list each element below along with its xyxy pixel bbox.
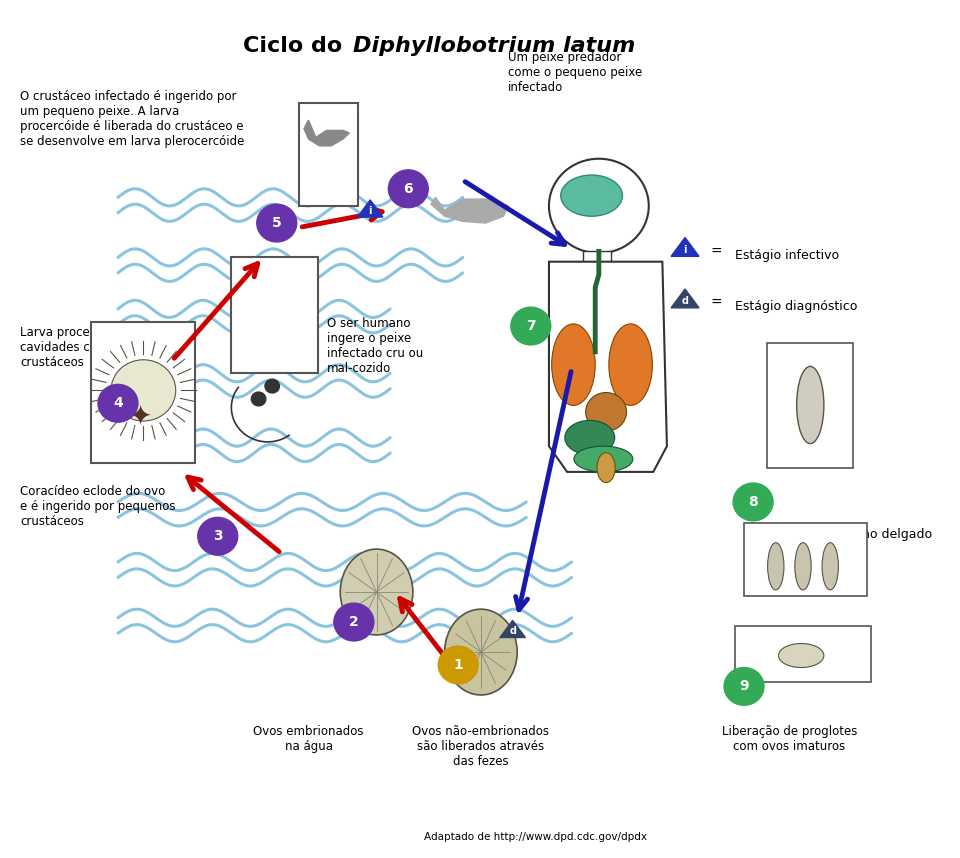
Ellipse shape — [609, 323, 653, 406]
Ellipse shape — [574, 446, 633, 472]
Circle shape — [252, 392, 266, 406]
Polygon shape — [671, 238, 699, 257]
Circle shape — [256, 204, 297, 242]
Text: 3: 3 — [213, 529, 223, 543]
Polygon shape — [357, 200, 383, 217]
Text: 8: 8 — [748, 495, 758, 509]
Bar — [300, 103, 358, 206]
Ellipse shape — [795, 542, 811, 590]
Bar — [91, 322, 195, 463]
Ellipse shape — [444, 609, 517, 695]
Circle shape — [439, 646, 478, 684]
Circle shape — [733, 483, 773, 521]
Circle shape — [389, 170, 428, 208]
Text: Ciclo do: Ciclo do — [244, 36, 350, 56]
Ellipse shape — [564, 420, 614, 455]
Text: 1: 1 — [453, 658, 463, 672]
Text: 5: 5 — [272, 216, 281, 230]
Circle shape — [549, 159, 649, 253]
Text: =: = — [710, 245, 722, 258]
Text: 7: 7 — [526, 319, 536, 333]
Text: Ovos não-embrionados
são liberados através
das fezes: Ovos não-embrionados são liberados atrav… — [413, 725, 549, 768]
Text: O ser humano
ingere o peixe
infectado cru ou
mal-cozido: O ser humano ingere o peixe infectado cr… — [326, 317, 423, 376]
Ellipse shape — [822, 542, 838, 590]
Ellipse shape — [797, 366, 824, 444]
Text: Larva procercóide nas
cavidades corporais dos
crustáceos: Larva procercóide nas cavidades corporai… — [20, 326, 162, 369]
Text: 9: 9 — [739, 680, 749, 693]
Text: Coracídeo eclode do ovo
e é ingerido por pequenos
crustáceos: Coracídeo eclode do ovo e é ingerido por… — [20, 485, 176, 528]
Circle shape — [98, 384, 138, 422]
Bar — [735, 626, 871, 682]
Text: Liberação de proglotes
com ovos imaturos: Liberação de proglotes com ovos imaturos — [722, 725, 857, 753]
Text: Adaptado de http://www.dpd.cdc.gov/dpdx: Adaptado de http://www.dpd.cdc.gov/dpdx — [423, 832, 647, 843]
Polygon shape — [431, 197, 508, 223]
Ellipse shape — [586, 393, 627, 431]
Ellipse shape — [597, 453, 615, 482]
Polygon shape — [304, 120, 349, 146]
Bar — [584, 251, 611, 262]
Text: ✦: ✦ — [129, 402, 153, 430]
Bar — [231, 257, 318, 373]
Text: i: i — [369, 206, 372, 216]
Text: =: = — [710, 296, 722, 310]
Text: 4: 4 — [113, 396, 123, 410]
Circle shape — [111, 360, 176, 421]
Circle shape — [198, 517, 238, 555]
Bar — [744, 523, 867, 596]
Text: Diphyllobotrium latum: Diphyllobotrium latum — [353, 36, 636, 56]
Text: 2: 2 — [349, 615, 359, 629]
Text: d: d — [509, 626, 516, 637]
Text: Ovos embrionados
na água: Ovos embrionados na água — [253, 725, 364, 753]
Text: d: d — [682, 296, 688, 306]
Polygon shape — [671, 289, 699, 308]
Circle shape — [265, 379, 279, 393]
Text: i: i — [684, 245, 686, 255]
Circle shape — [334, 603, 373, 641]
Circle shape — [724, 668, 764, 705]
Bar — [767, 343, 852, 468]
Text: Estágio infectivo: Estágio infectivo — [735, 249, 839, 262]
Text: O crustáceo infectado é ingerido por
um pequeno peixe. A larva
procercóide é lib: O crustáceo infectado é ingerido por um … — [20, 90, 245, 148]
Text: Um peixe predador
come o pequeno peixe
infectado: Um peixe predador come o pequeno peixe i… — [508, 51, 642, 94]
Ellipse shape — [552, 323, 595, 406]
Text: Adultos no intestino delgado: Adultos no intestino delgado — [753, 528, 932, 541]
Text: Escólex: Escólex — [789, 416, 837, 429]
Text: Estágio diagnóstico: Estágio diagnóstico — [735, 300, 857, 313]
Ellipse shape — [340, 549, 413, 635]
Polygon shape — [500, 620, 525, 637]
Circle shape — [511, 307, 551, 345]
Ellipse shape — [779, 644, 824, 668]
Ellipse shape — [561, 175, 622, 216]
Ellipse shape — [768, 542, 784, 590]
Polygon shape — [549, 262, 667, 472]
Text: 6: 6 — [403, 182, 413, 196]
